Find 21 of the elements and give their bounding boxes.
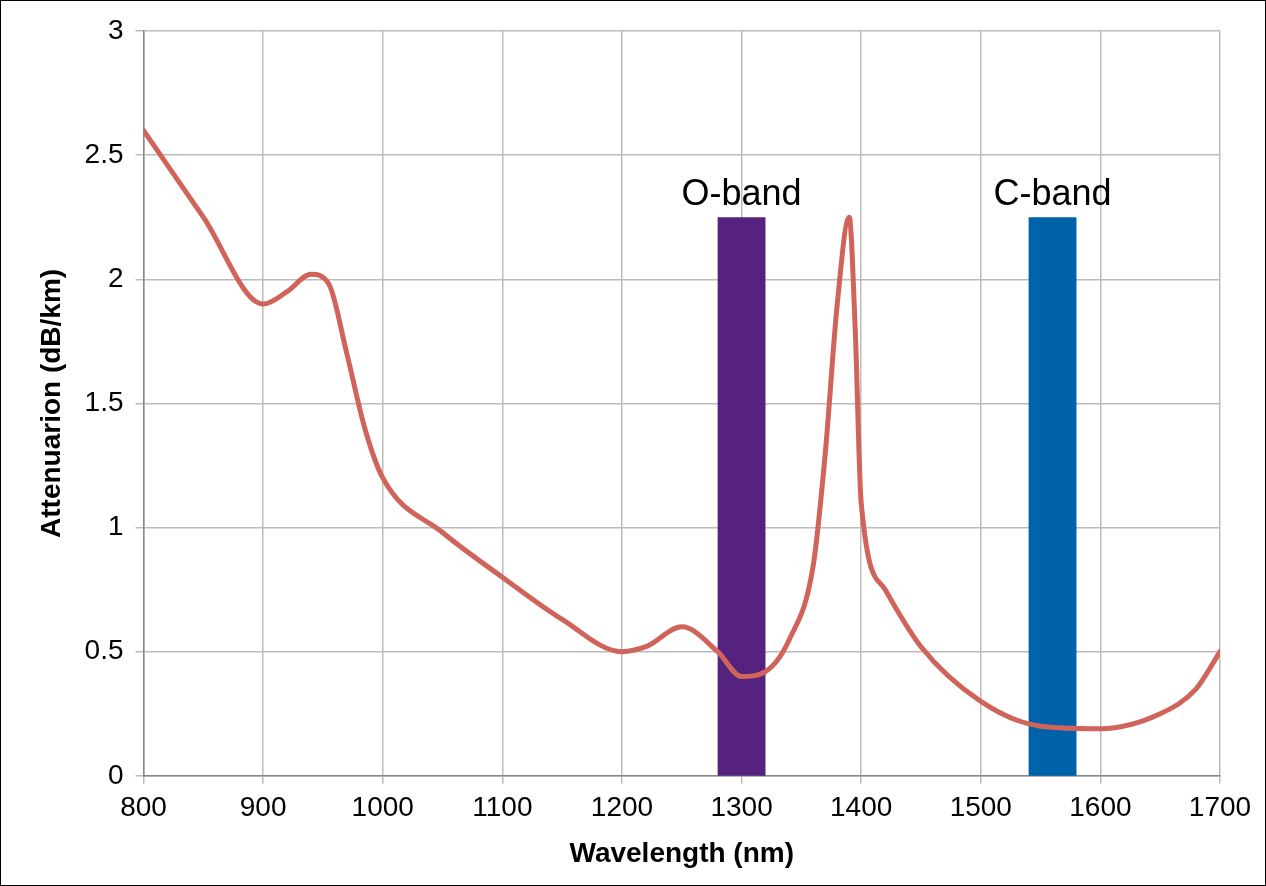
- y-tick-label: 2: [107, 261, 124, 293]
- band-label: C-band: [993, 172, 1112, 214]
- band-label: O-band: [681, 172, 802, 214]
- x-tick-label: 1000: [351, 791, 414, 823]
- x-tick-label: 1100: [472, 791, 533, 823]
- x-tick-label: 1400: [830, 791, 893, 823]
- x-tick-label: 1200: [590, 791, 654, 823]
- y-tick-label: 1: [107, 510, 124, 542]
- y-tick-label: 0.5: [84, 634, 124, 666]
- x-tick-label: 900: [239, 791, 287, 823]
- y-tick-label: 1.5: [84, 386, 124, 418]
- x-tick-label: 1300: [710, 791, 773, 823]
- x-tick-label: 1500: [949, 791, 1012, 823]
- x-tick-label: 1600: [1069, 791, 1132, 823]
- x-axis-title: Wavelength (nm): [569, 836, 795, 868]
- y-tick-label: 0: [107, 758, 124, 790]
- x-tick-label: 800: [120, 791, 167, 823]
- x-tick-label: 1700: [1188, 791, 1252, 823]
- y-tick-label: 3: [107, 13, 124, 45]
- y-tick-label: 2.5: [84, 137, 124, 169]
- y-axis-title: Attenuarion (dB/km): [34, 268, 66, 538]
